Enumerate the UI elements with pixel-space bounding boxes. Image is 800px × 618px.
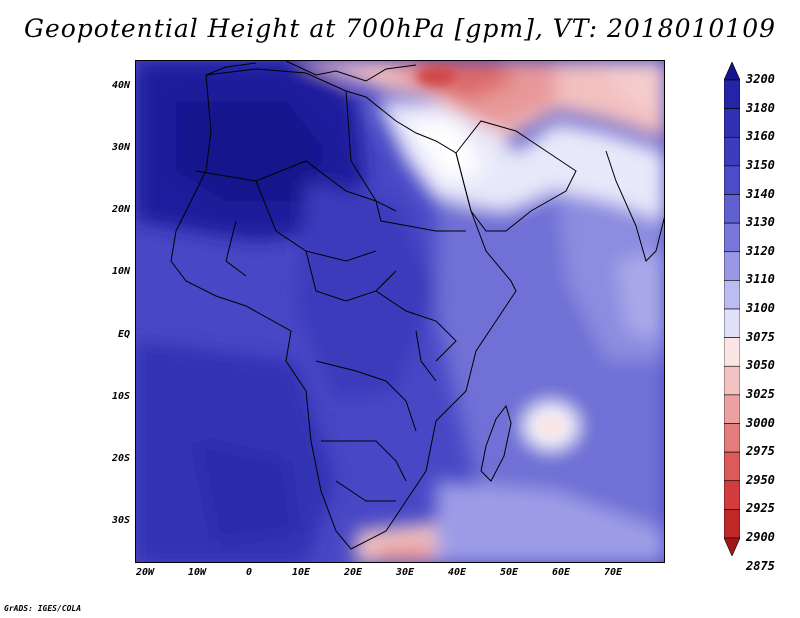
india-coastline xyxy=(605,150,664,262)
colorbar-bottom-triangle xyxy=(724,537,740,556)
lat-label-20n: 20N xyxy=(111,204,130,215)
lon-label-50e: 50E xyxy=(499,567,519,578)
lon-label-0: 0 xyxy=(245,567,253,578)
lat-label-10n: 10N xyxy=(111,266,130,277)
colorbar-swatch xyxy=(724,423,740,453)
colorbar-label: 3000 xyxy=(746,415,775,430)
lat-label-30s: 30S xyxy=(111,515,130,526)
colorbar-label: 3150 xyxy=(746,157,775,172)
border-line-8 xyxy=(335,480,396,502)
lake-victoria-region xyxy=(415,330,437,382)
colorbar-label: 3075 xyxy=(746,329,775,344)
lon-label-20e: 20E xyxy=(343,567,363,578)
colorbar-label: 3120 xyxy=(746,243,775,258)
colorbar-swatch xyxy=(724,280,740,310)
map-panel xyxy=(135,60,665,563)
border-line-3 xyxy=(345,90,466,232)
lon-label-30e: 30E xyxy=(395,567,415,578)
colorbar-label: 2950 xyxy=(746,472,775,487)
colorbar-top-triangle xyxy=(724,62,740,81)
colorbar-label: 3160 xyxy=(746,129,775,144)
lon-label-40e: 40E xyxy=(447,567,467,578)
colorbar-swatch xyxy=(724,451,740,482)
colorbar-swatch xyxy=(724,136,740,167)
border-line-1 xyxy=(195,160,397,212)
colorbar-label: 3200 xyxy=(746,72,775,86)
colorbar-label: 2925 xyxy=(746,501,775,516)
lat-label-10s: 10S xyxy=(111,391,130,402)
colorbar-swatch xyxy=(724,165,740,195)
geopotential-map xyxy=(136,61,664,562)
coastlines xyxy=(170,61,664,550)
colorbar-swatch xyxy=(724,108,740,138)
colorbar-swatch xyxy=(724,509,740,539)
colorbar-swatch xyxy=(724,79,740,109)
border-line-5 xyxy=(375,290,457,362)
border-line-4 xyxy=(305,250,397,302)
colorbar-label: 2900 xyxy=(746,530,775,544)
grads-credit: GrADS: IGES/COLA xyxy=(4,604,82,613)
lat-label-30n: 30N xyxy=(111,142,130,153)
border-line-7 xyxy=(321,440,407,482)
lon-label-70e: 70E xyxy=(603,567,623,578)
colorbar-label: 3130 xyxy=(746,215,775,230)
colorbar-label: 3025 xyxy=(746,386,775,401)
lon-label-20w: 20W xyxy=(135,567,155,578)
colorbar-swatch xyxy=(724,394,740,424)
colorbar-swatch xyxy=(724,480,740,510)
lon-label-10e: 10E xyxy=(291,567,311,578)
colorbar-swatch xyxy=(724,308,740,338)
colorbar-swatch xyxy=(724,194,740,224)
africa-coastline xyxy=(170,68,517,550)
lat-label-40n: 40N xyxy=(111,80,130,91)
colorbar-label: 2875 xyxy=(746,558,775,573)
colorbar-label: 3050 xyxy=(746,358,775,373)
europe-coastline xyxy=(205,61,417,82)
colorbar-swatch xyxy=(724,251,740,281)
colorbar-swatch xyxy=(724,222,740,253)
colorbar-label: 3110 xyxy=(746,272,775,287)
lat-label-eq: EQ xyxy=(117,329,130,340)
colorbar-label: 3140 xyxy=(746,186,775,201)
border-line-6 xyxy=(315,360,417,432)
colorbar-swatches xyxy=(724,62,740,556)
lon-label-60e: 60E xyxy=(551,567,571,578)
colorbar-swatch xyxy=(724,365,740,396)
lat-label-20s: 20S xyxy=(111,453,130,464)
colorbar-label: 3180 xyxy=(746,100,775,115)
colorbar-swatch xyxy=(724,337,740,367)
arabia-coastline xyxy=(455,120,577,232)
colorbar-label: 2975 xyxy=(746,444,775,459)
border-line-9 xyxy=(225,220,247,277)
lon-label-10w: 10W xyxy=(187,567,207,578)
madagascar-coastline xyxy=(480,404,512,482)
height-field-shading xyxy=(136,61,664,562)
map-title: Geopotential Height at 700hPa [gpm], VT:… xyxy=(23,14,777,43)
colorbar xyxy=(724,62,740,556)
colorbar-label: 3100 xyxy=(746,301,775,315)
